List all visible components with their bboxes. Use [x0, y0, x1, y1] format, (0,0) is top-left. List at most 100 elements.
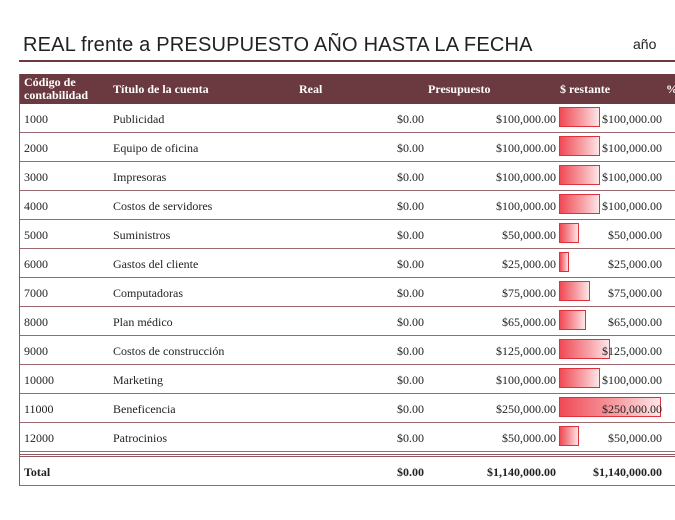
table-header: Código de contabilidad Título de la cuen…	[20, 74, 675, 104]
cell-code: 9000	[24, 344, 48, 358]
cell-real: $0.00	[397, 112, 424, 126]
cell-budget: $50,000.00	[502, 431, 556, 445]
table-row: 6000 Gastos del cliente $0.00 $25,000.00 $25…	[20, 249, 675, 278]
table-body: 1000 Publicidad $0.00 $100,000.00 $100,000.0…	[20, 104, 675, 452]
cell-remaining: $75,000.00	[608, 286, 662, 300]
cell-real: $0.00	[397, 373, 424, 387]
cell-account: Patrocinios	[113, 431, 167, 445]
cell-budget: $25,000.00	[502, 257, 556, 271]
header-account: Título de la cuenta	[113, 82, 209, 96]
remaining-bar	[559, 310, 586, 330]
cell-remaining: $100,000.00	[602, 199, 662, 213]
period-label: año	[633, 36, 657, 52]
cell-code: 8000	[24, 315, 48, 329]
cell-account: Costos de construcción	[113, 344, 225, 358]
cell-real: $0.00	[397, 228, 424, 242]
cell-remaining: $100,000.00	[602, 112, 662, 126]
cell-budget: $250,000.00	[496, 402, 556, 416]
table-row: 12000 Patrocinios $0.00 $50,000.00 $50,000.0…	[20, 423, 675, 452]
cell-code: 7000	[24, 286, 48, 300]
cell-remaining: $50,000.00	[608, 228, 662, 242]
cell-code: 11000	[24, 402, 54, 416]
total-budget: $1,140,000.00	[487, 465, 556, 479]
cell-real: $0.00	[397, 141, 424, 155]
cell-real: $0.00	[397, 257, 424, 271]
table-row: 11000 Beneficencia $0.00 $250,000.00 $250,00…	[20, 394, 675, 423]
cell-remaining: $100,000.00	[602, 170, 662, 184]
cell-account: Suministros	[113, 228, 171, 242]
table-row: 10000 Marketing $0.00 $100,000.00 $100,000.0…	[20, 365, 675, 394]
cell-remaining: $100,000.00	[602, 141, 662, 155]
header-real: Real	[299, 82, 323, 96]
cell-account: Costos de servidores	[113, 199, 213, 213]
cell-account: Gastos del cliente	[113, 257, 199, 271]
remaining-bar	[559, 136, 600, 156]
cell-account: Computadoras	[113, 286, 183, 300]
table-row: 1000 Publicidad $0.00 $100,000.00 $100,000.0…	[20, 104, 675, 133]
cell-remaining: $100,000.00	[602, 373, 662, 387]
table-row: 5000 Suministros $0.00 $50,000.00 $50,000.00	[20, 220, 675, 249]
cell-code: 2000	[24, 141, 48, 155]
cell-account: Beneficencia	[113, 402, 176, 416]
budget-table: Código de contabilidad Título de la cuen…	[19, 74, 675, 486]
table-row: 3000 Impresoras $0.00 $100,000.00 $100,000.0…	[20, 162, 675, 191]
cell-budget: $100,000.00	[496, 112, 556, 126]
header-code: Código de contabilidad	[24, 75, 89, 102]
cell-remaining: $50,000.00	[608, 431, 662, 445]
remaining-bar	[559, 194, 600, 214]
table-row: 8000 Plan médico $0.00 $65,000.00 $65,000.00	[20, 307, 675, 336]
remaining-bar	[559, 165, 600, 185]
cell-real: $0.00	[397, 199, 424, 213]
cell-real: $0.00	[397, 431, 424, 445]
remaining-bar	[559, 339, 610, 359]
remaining-bar	[559, 368, 600, 388]
cell-remaining: $65,000.00	[608, 315, 662, 329]
cell-account: Publicidad	[113, 112, 165, 126]
header-budget: Presupuesto	[428, 82, 491, 96]
remaining-bar	[559, 281, 590, 301]
cell-account: Marketing	[113, 373, 163, 387]
cell-budget: $125,000.00	[496, 344, 556, 358]
total-real: $0.00	[397, 465, 424, 479]
cell-account: Plan médico	[113, 315, 173, 329]
header-percent: %	[666, 83, 675, 96]
cell-code: 6000	[24, 257, 48, 271]
cell-budget: $100,000.00	[496, 199, 556, 213]
page-title: REAL frente a PRESUPUESTO AÑO HASTA LA F…	[23, 34, 533, 56]
total-remaining: $1,140,000.00	[593, 465, 662, 479]
cell-budget: $65,000.00	[502, 315, 556, 329]
cell-budget: $100,000.00	[496, 373, 556, 387]
table-row: 9000 Costos de construcción $0.00 $125,000.…	[20, 336, 675, 365]
cell-code: 1000	[24, 112, 48, 126]
cell-account: Impresoras	[113, 170, 167, 184]
cell-budget: $75,000.00	[502, 286, 556, 300]
remaining-bar	[559, 107, 600, 127]
remaining-bar	[559, 397, 661, 417]
cell-code: 4000	[24, 199, 48, 213]
cell-budget: $50,000.00	[502, 228, 556, 242]
cell-real: $0.00	[397, 344, 424, 358]
cell-real: $0.00	[397, 286, 424, 300]
cell-code: 10000	[24, 373, 54, 387]
cell-real: $0.00	[397, 402, 424, 416]
table-row: 7000 Computadoras $0.00 $75,000.00 $75,000.0…	[20, 278, 675, 307]
cell-budget: $100,000.00	[496, 170, 556, 184]
total-row: Total $0.00 $1,140,000.00 $1,140,000.00	[20, 454, 675, 486]
cell-account: Equipo de oficina	[113, 141, 199, 155]
header-remaining: $ restante	[560, 82, 611, 96]
cell-remaining: $125,000.00	[602, 344, 662, 358]
table-row: 2000 Equipo de oficina $0.00 $100,000.00 $10…	[20, 133, 675, 162]
cell-remaining: $250,000.00	[602, 402, 662, 416]
total-label: Total	[24, 465, 51, 479]
cell-real: $0.00	[397, 315, 424, 329]
cell-code: 5000	[24, 228, 48, 242]
cell-remaining: $25,000.00	[608, 257, 662, 271]
cell-code: 12000	[24, 431, 54, 445]
remaining-bar	[559, 223, 579, 243]
remaining-bar	[559, 252, 569, 272]
title-divider	[19, 60, 675, 62]
table-row: 4000 Costos de servidores $0.00 $100,000.00…	[20, 191, 675, 220]
cell-real: $0.00	[397, 170, 424, 184]
remaining-bar	[559, 426, 579, 446]
cell-budget: $100,000.00	[496, 141, 556, 155]
